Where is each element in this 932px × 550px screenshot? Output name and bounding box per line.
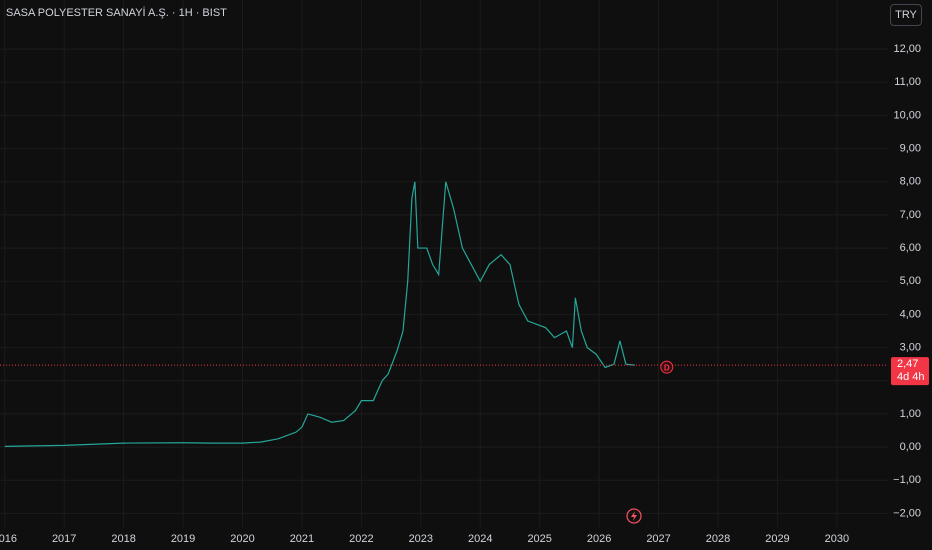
x-tick-label: 2017 [52, 533, 76, 545]
x-tick-label: 2018 [111, 533, 135, 545]
last-price-label: 2,47 [897, 358, 918, 370]
x-tick-label: 2016 [0, 533, 17, 545]
x-tick-label: 2019 [171, 533, 195, 545]
y-tick-label: 10,00 [893, 109, 921, 121]
last-price-box [891, 357, 929, 386]
countdown-label: 4d 4h [897, 371, 925, 383]
plot [0, 181, 888, 448]
y-tick-label: 5,00 [900, 275, 921, 287]
x-tick-label: 2029 [765, 533, 789, 545]
y-tick-label: 4,00 [900, 308, 921, 320]
chart-title: SASA POLYESTER SANAYİ A.Ş. · 1H · BIST [6, 6, 227, 19]
x-tick-label: 2026 [587, 533, 611, 545]
y-tick-label: 1,00 [900, 408, 921, 420]
y-tick-label: 0,00 [900, 441, 921, 453]
x-tick-label: 2030 [825, 533, 849, 545]
grid [0, 0, 888, 527]
y-tick-label: 6,00 [900, 242, 921, 254]
y-tick-label: 9,00 [900, 142, 921, 154]
flash-icon [626, 508, 642, 524]
x-tick-label: 2027 [646, 533, 670, 545]
x-tick-label: 2025 [527, 533, 551, 545]
x-tick-label: 2022 [349, 533, 373, 545]
x-tick-label: 2023 [409, 533, 433, 545]
x-tick-label: 2028 [706, 533, 730, 545]
currency-button[interactable]: TRY [890, 4, 922, 26]
dividend-marker-label: D [664, 363, 670, 372]
x-tick-label: 2021 [290, 533, 314, 545]
y-tick-label: −2,00 [893, 507, 921, 519]
y-tick-label: −1,00 [893, 474, 921, 486]
x-tick-label: 2024 [468, 533, 492, 545]
y-tick-label: 3,00 [900, 341, 921, 353]
y-tick-label: 8,00 [900, 176, 921, 188]
y-tick-label: 12,00 [893, 43, 921, 55]
x-tick-label: 2020 [230, 533, 254, 545]
dividend-marker [660, 360, 674, 374]
y-tick-label: 11,00 [894, 76, 921, 88]
price-line [4, 181, 635, 448]
y-tick-label: 7,00 [900, 209, 921, 221]
